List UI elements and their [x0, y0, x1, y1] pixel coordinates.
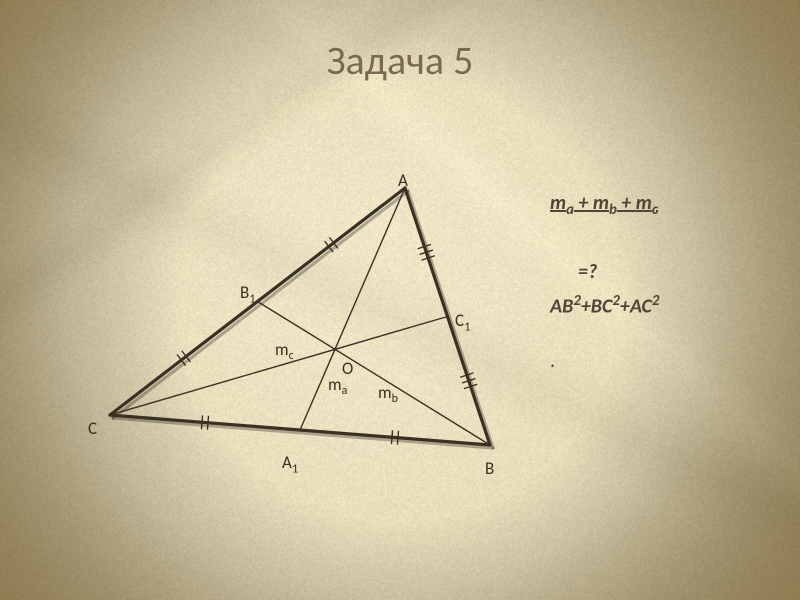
- point-label-O: O: [342, 358, 353, 379]
- svg-text:mc: mc: [275, 339, 294, 363]
- formula-equals: =?: [550, 259, 770, 285]
- formula-block: ma + mb + mc =? AB2+BC2+AC2.: [550, 190, 770, 374]
- point-label-A1: A1: [282, 452, 298, 476]
- formula-dot: .: [550, 348, 770, 374]
- formula-denominator: AB2+BC2+AC2: [550, 291, 770, 320]
- point-label-C1: C1: [455, 310, 470, 334]
- point-label-B1: B1: [240, 282, 256, 306]
- point-label-B: B: [485, 458, 494, 479]
- point-label-A: A: [398, 170, 408, 191]
- formula-numerator: ma + mb + mc: [550, 190, 770, 219]
- point-label-C: C: [88, 418, 97, 439]
